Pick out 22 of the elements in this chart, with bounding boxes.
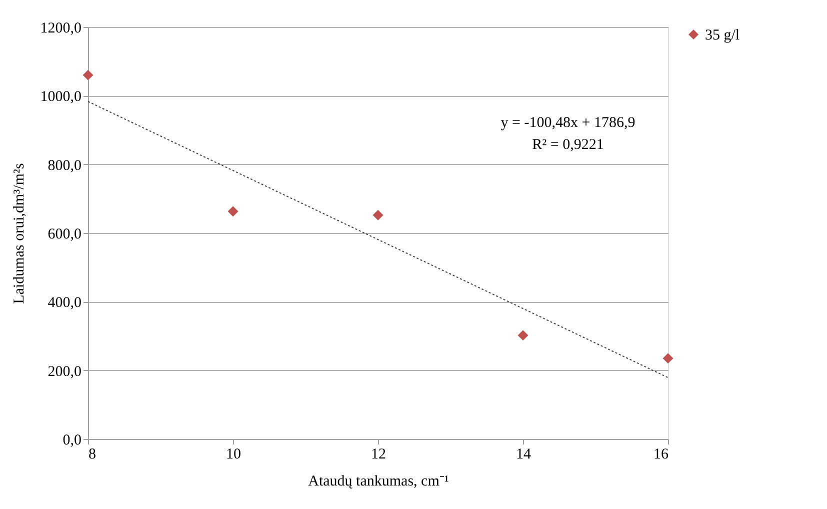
x-tick-label: 14 (516, 446, 532, 462)
x-tick-label: 16 (654, 446, 669, 462)
x-tick-label: 10 (226, 446, 241, 462)
point (82, 70, 94, 80)
y-tick-label: 1200,0 (40, 20, 82, 36)
y-tick-label: 400,0 (48, 295, 82, 312)
y-tick-label: 1000,0 (40, 89, 82, 106)
y-axis-title: Laidumas orui,dm³/m²s (11, 163, 28, 304)
point (372, 210, 384, 220)
x-axis-title: Ataudų tankumas, cm⁻¹ (308, 474, 449, 490)
annotation: R² = 0,9221 (532, 137, 604, 153)
y-tick-label: 200,0 (48, 364, 82, 380)
x-tick-label: 8 (88, 446, 96, 462)
y-tick-label: 0,0 (62, 432, 82, 448)
point (662, 353, 674, 364)
y-tick-label: 800,0 (48, 158, 82, 174)
legend-label: 35 g/l (705, 28, 740, 44)
point (228, 206, 238, 217)
y-tick-label: 600,0 (48, 226, 82, 242)
annotation: y = -100,48x + 1786,9 (500, 115, 636, 131)
point (518, 330, 528, 341)
x-tick-label: 12 (371, 446, 386, 462)
